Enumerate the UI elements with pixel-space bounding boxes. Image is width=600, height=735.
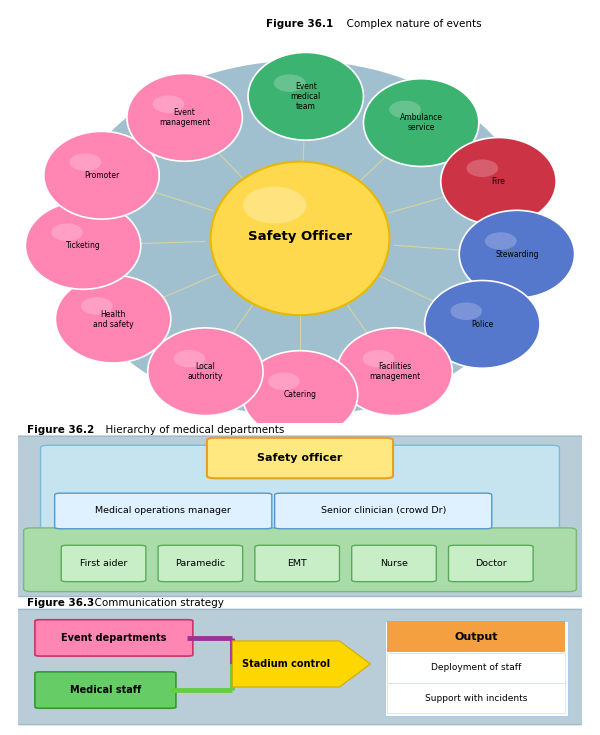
FancyBboxPatch shape — [13, 436, 587, 597]
Text: Ambulance
service: Ambulance service — [400, 113, 443, 132]
Ellipse shape — [485, 232, 517, 250]
Circle shape — [148, 328, 263, 415]
Text: Figure 36.3: Figure 36.3 — [27, 598, 94, 608]
FancyBboxPatch shape — [23, 528, 577, 592]
Text: Figure 36.1: Figure 36.1 — [266, 19, 334, 29]
Text: Police: Police — [471, 320, 493, 329]
Text: Stewarding: Stewarding — [495, 250, 539, 259]
Text: Facilities
management: Facilities management — [369, 362, 420, 381]
Text: Ticketing: Ticketing — [66, 241, 100, 250]
Text: Complex nature of events: Complex nature of events — [340, 19, 482, 29]
Text: Medical operations manager: Medical operations manager — [95, 506, 231, 515]
Text: Event
management: Event management — [159, 108, 210, 127]
FancyBboxPatch shape — [35, 672, 176, 709]
Text: Promoter: Promoter — [84, 171, 119, 180]
Text: Safety Officer: Safety Officer — [248, 230, 352, 243]
Ellipse shape — [450, 302, 482, 320]
Text: Event departments: Event departments — [61, 633, 167, 643]
Circle shape — [441, 137, 556, 225]
Ellipse shape — [64, 61, 536, 416]
Circle shape — [55, 275, 171, 363]
Circle shape — [425, 281, 540, 368]
Text: Safety officer: Safety officer — [257, 453, 343, 463]
Text: EMT: EMT — [287, 559, 307, 568]
FancyBboxPatch shape — [35, 620, 193, 656]
Ellipse shape — [268, 373, 300, 390]
Text: Event
medical
team: Event medical team — [290, 82, 321, 111]
FancyBboxPatch shape — [449, 545, 533, 581]
Text: Catering: Catering — [284, 390, 317, 399]
Circle shape — [459, 210, 575, 298]
Circle shape — [364, 79, 479, 166]
Text: Communication strategy: Communication strategy — [88, 598, 224, 608]
Text: Support with incidents: Support with incidents — [425, 694, 527, 703]
Text: Deployment of staff: Deployment of staff — [431, 664, 521, 673]
Text: First aider: First aider — [80, 559, 127, 568]
FancyArrow shape — [232, 641, 371, 687]
FancyBboxPatch shape — [388, 621, 565, 653]
Circle shape — [127, 74, 242, 161]
Ellipse shape — [274, 74, 305, 92]
Ellipse shape — [173, 350, 205, 368]
FancyBboxPatch shape — [55, 493, 272, 528]
Circle shape — [25, 201, 141, 290]
Text: Figure 36.2: Figure 36.2 — [27, 425, 94, 435]
Text: Nurse: Nurse — [380, 559, 408, 568]
Text: Hierarchy of medical departments: Hierarchy of medical departments — [99, 425, 284, 435]
Text: Stadium control: Stadium control — [242, 659, 330, 669]
Text: Local
authority: Local authority — [188, 362, 223, 381]
FancyBboxPatch shape — [352, 545, 436, 581]
FancyBboxPatch shape — [41, 445, 559, 540]
Text: Fire: Fire — [491, 177, 505, 186]
Ellipse shape — [51, 223, 83, 241]
FancyBboxPatch shape — [255, 545, 340, 581]
Ellipse shape — [243, 187, 307, 223]
Text: Senior clinician (crowd Dr): Senior clinician (crowd Dr) — [320, 506, 446, 515]
Ellipse shape — [211, 162, 389, 315]
Ellipse shape — [70, 154, 101, 171]
Text: Paramedic: Paramedic — [175, 559, 226, 568]
Text: Medical staff: Medical staff — [70, 685, 141, 695]
FancyBboxPatch shape — [388, 653, 565, 683]
Circle shape — [337, 328, 452, 415]
FancyBboxPatch shape — [388, 684, 565, 713]
Circle shape — [242, 351, 358, 438]
Text: Output: Output — [455, 631, 498, 642]
Circle shape — [44, 132, 159, 219]
Ellipse shape — [81, 297, 113, 315]
FancyBboxPatch shape — [158, 545, 242, 581]
Ellipse shape — [152, 96, 184, 113]
FancyBboxPatch shape — [61, 545, 146, 581]
Text: Doctor: Doctor — [475, 559, 506, 568]
Circle shape — [248, 52, 364, 140]
FancyBboxPatch shape — [13, 609, 587, 725]
Text: Health
and safety: Health and safety — [93, 309, 133, 329]
Ellipse shape — [389, 101, 421, 118]
Ellipse shape — [466, 159, 498, 177]
Ellipse shape — [362, 350, 394, 368]
FancyBboxPatch shape — [385, 621, 568, 716]
FancyBboxPatch shape — [207, 438, 393, 478]
FancyBboxPatch shape — [275, 493, 492, 528]
